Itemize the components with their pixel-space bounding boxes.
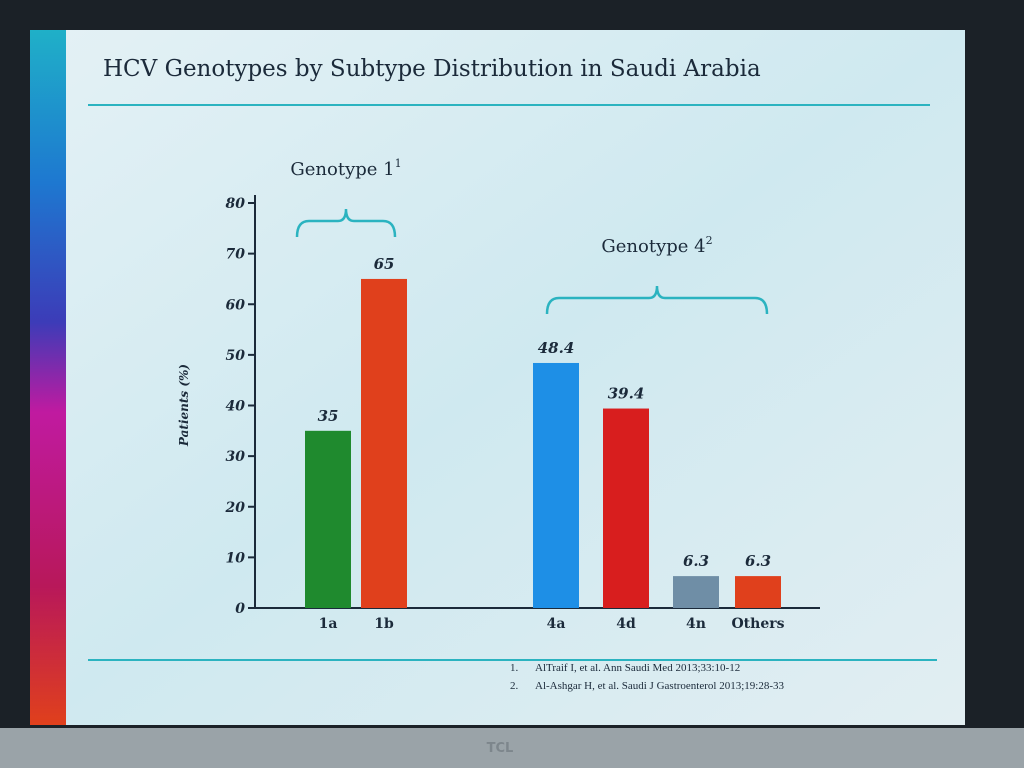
monitor-stand — [0, 728, 1024, 768]
value-label: 6.3 — [745, 552, 771, 570]
references: 1. AlTraif I, et al. Ann Saudi Med 2013;3… — [510, 662, 784, 692]
bar — [603, 408, 649, 608]
y-tick-label: 50 — [226, 348, 246, 364]
y-tick-label: 10 — [226, 550, 246, 566]
y-axis-label: Patients (%) — [177, 364, 191, 447]
group-label: Genotype 11 — [290, 157, 401, 180]
value-label: 48.4 — [538, 339, 575, 357]
slide — [30, 30, 965, 725]
group-superscript: 2 — [706, 234, 713, 247]
x-tick-label: Others — [731, 616, 784, 632]
group-name: Genotype 1 — [290, 159, 394, 180]
value-label: 65 — [374, 255, 395, 273]
y-tick-label: 20 — [225, 500, 246, 516]
y-tick-label: 80 — [226, 196, 246, 212]
group-brace — [545, 285, 769, 315]
reference-number: 1. — [510, 662, 519, 674]
group-brace — [295, 208, 397, 238]
y-tick-label: 0 — [235, 601, 245, 617]
group-superscript: 1 — [395, 157, 402, 170]
bar — [735, 576, 781, 608]
bar — [673, 576, 719, 608]
y-tick-label: 40 — [226, 399, 246, 415]
group-name: Genotype 4 — [601, 236, 705, 257]
group-label: Genotype 42 — [601, 234, 712, 257]
reference-text: AlTraif I, et al. Ann Saudi Med 2013;33:… — [535, 662, 740, 674]
y-tick-label: 30 — [226, 449, 246, 465]
reference-text: Al-Ashgar H, et al. Saudi J Gastroentero… — [535, 680, 784, 692]
x-tick-label: 1a — [319, 616, 338, 632]
bar — [533, 362, 579, 608]
reference-number: 2. — [510, 680, 519, 692]
x-tick-label: 4d — [616, 616, 636, 632]
x-tick-label: 4n — [686, 616, 706, 632]
bar — [305, 430, 351, 608]
brand: TCL — [487, 741, 514, 756]
x-tick-label: 1b — [374, 616, 394, 632]
value-label: 35 — [318, 407, 339, 425]
bar — [361, 278, 407, 608]
color-stripe — [30, 30, 66, 725]
x-tick-label: 4a — [547, 616, 566, 632]
y-tick-label: 60 — [226, 297, 246, 313]
chart-title: HCV Genotypes by Subtype Distribution in… — [103, 56, 761, 82]
value-label: 39.4 — [608, 385, 645, 403]
value-label: 6.3 — [683, 552, 709, 570]
y-tick-label: 70 — [226, 247, 246, 263]
